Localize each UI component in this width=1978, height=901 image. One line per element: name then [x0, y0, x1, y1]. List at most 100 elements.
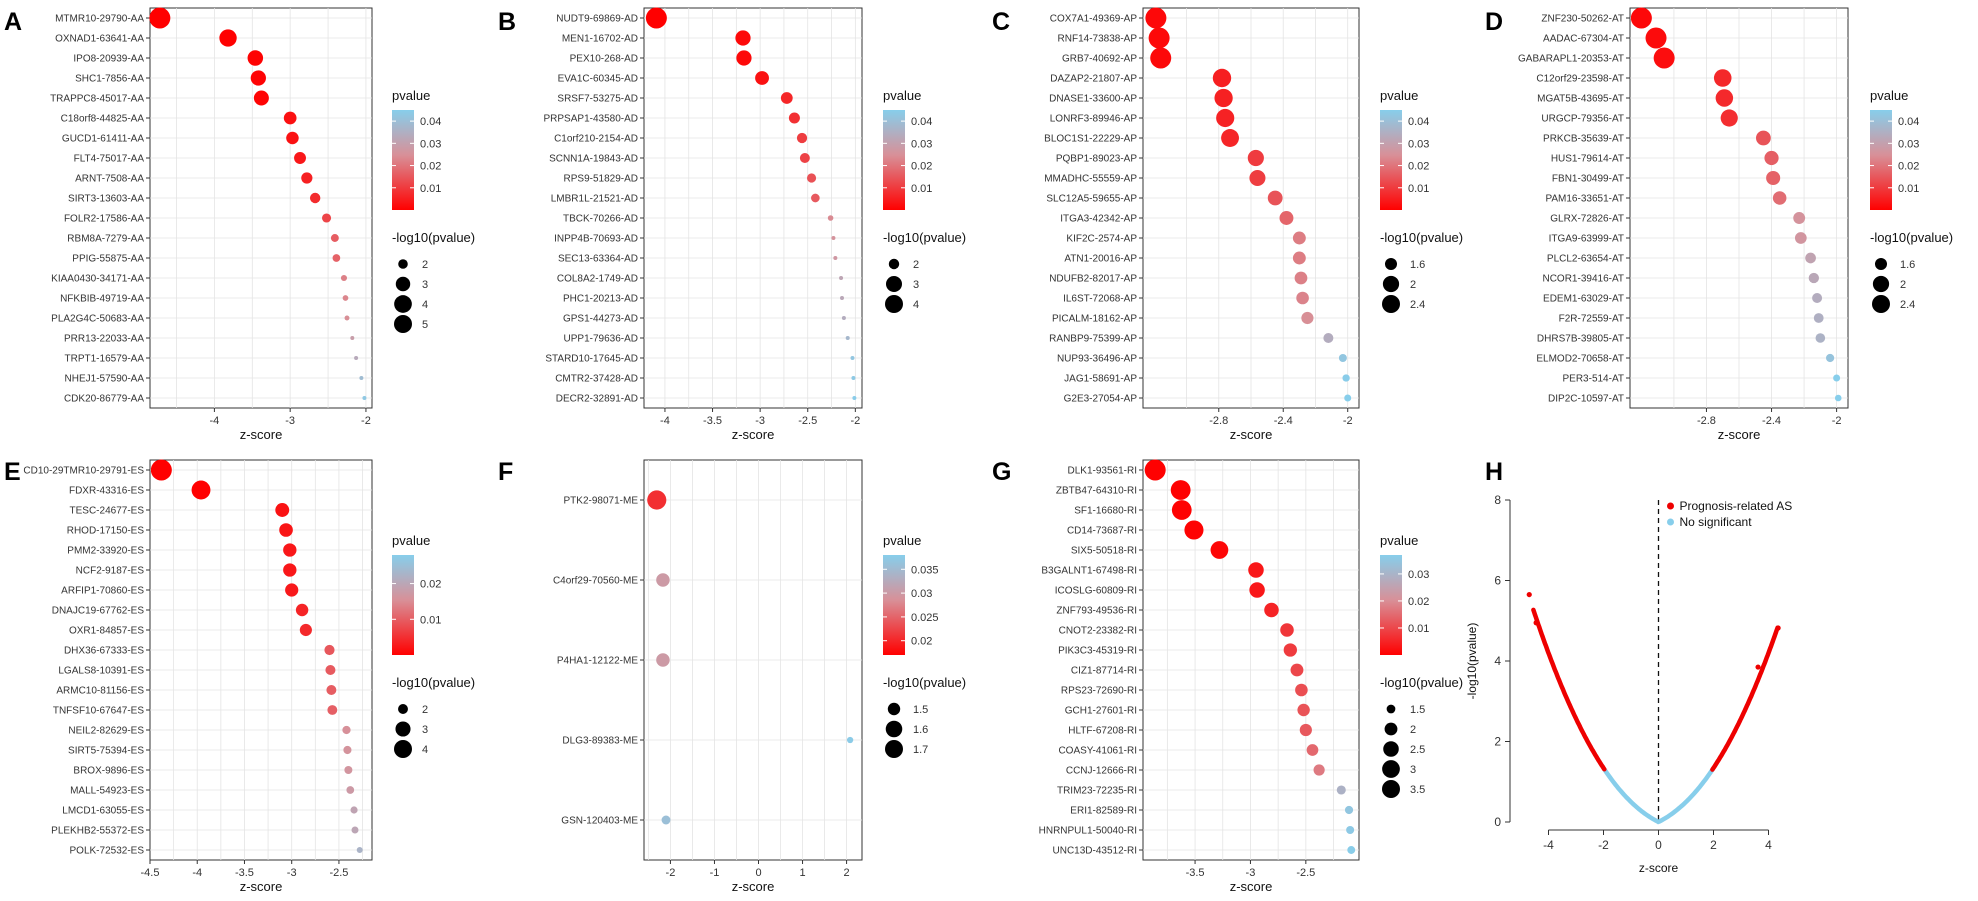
data-point: [1294, 271, 1308, 285]
legend-dot-significant: [1667, 502, 1674, 510]
size-legend-dot: [1872, 275, 1890, 293]
y-tick-label: FBN1-30499-AT: [1552, 174, 1624, 185]
colorbar-tick-label: 0.02: [911, 636, 932, 648]
x-tick-label: 0: [1655, 838, 1662, 852]
y-tick-label: INPP4B-70693-AD: [554, 234, 638, 245]
data-point: [1772, 191, 1787, 205]
x-axis-title: z-score: [1230, 427, 1273, 442]
size-legend-dot: [1384, 722, 1398, 736]
y-tick-label: C12orf29-23598-AT: [1536, 74, 1624, 85]
size-legend-dot: [1386, 704, 1396, 714]
panel-D: ZNF230-50262-AT AADAC-67304-AT GABARAPL1-2…: [1518, 7, 1953, 442]
x-tick-label: -2.8: [1209, 415, 1228, 427]
y-tick-label: KIF2C-2574-AP: [1066, 234, 1137, 245]
panel-letter-B: B: [498, 8, 516, 36]
y-tick-label: PAM16-33651-AT: [1545, 194, 1624, 205]
data-point: [1297, 703, 1310, 717]
panel-H: 0 2 4 6 8 -4 -2 0 2 4 z-score -log10(pvalue) Prognos…: [1465, 493, 1792, 875]
size-legend-label: 2: [1410, 724, 1416, 736]
x-axis-title: z-score: [1718, 427, 1761, 442]
colorbar-tick-label: 0.025: [911, 612, 939, 624]
data-point: [1170, 480, 1191, 500]
panel-letter-A: A: [4, 8, 22, 36]
data-point: [191, 480, 211, 500]
data-point: [1264, 602, 1279, 618]
y-tick-label: RANBP9-75399-AP: [1049, 334, 1137, 345]
y-tick-label: TNFSF10-67647-ES: [53, 706, 144, 717]
x-tick-label: -4: [210, 415, 220, 427]
data-point: [362, 396, 367, 400]
y-tick-label: ATN1-20016-AP: [1064, 254, 1137, 265]
data-point: [1212, 68, 1232, 88]
data-point: [1653, 47, 1675, 69]
y-tick-label: PHC1-20213-AD: [563, 294, 638, 305]
size-legend-label: 2: [913, 259, 919, 271]
data-point: [250, 70, 266, 86]
data-point: [330, 234, 339, 242]
panel-A: MTMR10-29790-AA OXNAD1-63641-AA IPO8-20939…: [50, 7, 475, 442]
y-tick-label: COL8A2-1749-AD: [557, 274, 638, 285]
x-axis-title: z-score: [732, 879, 775, 894]
colorbar-tick-label: 0.03: [1408, 138, 1429, 150]
data-point: [285, 583, 299, 597]
data-point: [149, 7, 171, 29]
significant-points-right: [1710, 625, 1780, 772]
y-tick-label: TRPT1-16579-AA: [65, 354, 145, 365]
y-tick-label: HNRNPUL1-50040-RI: [1039, 826, 1137, 837]
y-tick-label: SIRT3-13603-AA: [68, 194, 144, 205]
y-tick-label: POLK-72532-ES: [70, 846, 145, 857]
y-tick-label: SCNN1A-19843-AD: [549, 154, 638, 165]
data-point: [1645, 27, 1667, 49]
y-tick-label: SEC13-63364-AD: [558, 254, 638, 265]
x-tick-label: -3.5: [235, 867, 254, 879]
data-point: [1756, 130, 1771, 146]
x-tick-label: -2: [1598, 838, 1609, 852]
y-tick-label: DECR2-32891-AD: [556, 394, 638, 405]
data-point: [1813, 313, 1824, 323]
y-tick-label: C1orf210-2154-AD: [554, 134, 638, 145]
x-tick-label: -4: [192, 867, 202, 879]
data-point: [253, 90, 269, 106]
legend-color-title: pvalue: [1380, 88, 1418, 103]
y-tick-label: 6: [1494, 574, 1501, 588]
legend-colorbar: [1380, 555, 1402, 655]
size-legend-dot: [1382, 275, 1400, 293]
x-tick-label: -1: [710, 867, 720, 879]
x-tick-label: 2: [844, 867, 850, 879]
y-tick-label: LMCD1-63055-ES: [62, 806, 144, 817]
y-tick-label: HLTF-67208-RI: [1068, 726, 1137, 737]
data-point: [1630, 7, 1652, 29]
y-tick-label: CD14-73687-RI: [1067, 526, 1137, 537]
y-tick-label: ARMC10-81156-ES: [56, 686, 144, 697]
legend-colorbar: [392, 110, 414, 210]
data-point: [645, 7, 667, 29]
colorbar-tick-label: 0.02: [911, 161, 932, 173]
y-tick-label: CCNJ-12666-RI: [1066, 766, 1137, 777]
colorbar-tick-label: 0.02: [1408, 596, 1429, 608]
panel-G: DLK1-93561-RI ZBTB47-64310-RI SF1-16680-RI…: [1039, 459, 1463, 894]
y-tick-label: UPP1-79636-AD: [564, 334, 638, 345]
y-tick-label: ICOSLG-60809-RI: [1055, 586, 1137, 597]
data-point: [1794, 232, 1807, 244]
data-point: [1290, 663, 1304, 677]
y-tick-label: DLG3-89383-ME: [562, 736, 638, 747]
data-point: [788, 112, 800, 124]
size-legend-label: 2: [422, 704, 428, 716]
x-tick-label: 0: [755, 867, 761, 879]
size-legend-label: 3: [422, 279, 428, 291]
y-tick-label: BLOC1S1-22229-AP: [1044, 134, 1137, 145]
size-legend-label: 1.5: [1410, 704, 1425, 716]
x-tick-label: -2: [361, 415, 371, 427]
colorbar-tick-label: 0.03: [420, 138, 441, 150]
size-legend-label: 2: [422, 259, 428, 271]
data-point: [1715, 89, 1734, 107]
data-point: [796, 132, 808, 144]
size-legend-label: 1.6: [1410, 259, 1425, 271]
y-tick-label: IPO8-20939-AA: [73, 54, 144, 65]
y-tick-label: ITGA3-42342-AP: [1060, 214, 1137, 225]
outlier-point: [1533, 620, 1539, 626]
y-tick-label: PQBP1-89023-AP: [1056, 154, 1137, 165]
size-legend-label: 3: [422, 724, 428, 736]
panel-letter-H: H: [1485, 458, 1503, 486]
y-tick-label: ZBTB47-64310-RI: [1056, 486, 1137, 497]
